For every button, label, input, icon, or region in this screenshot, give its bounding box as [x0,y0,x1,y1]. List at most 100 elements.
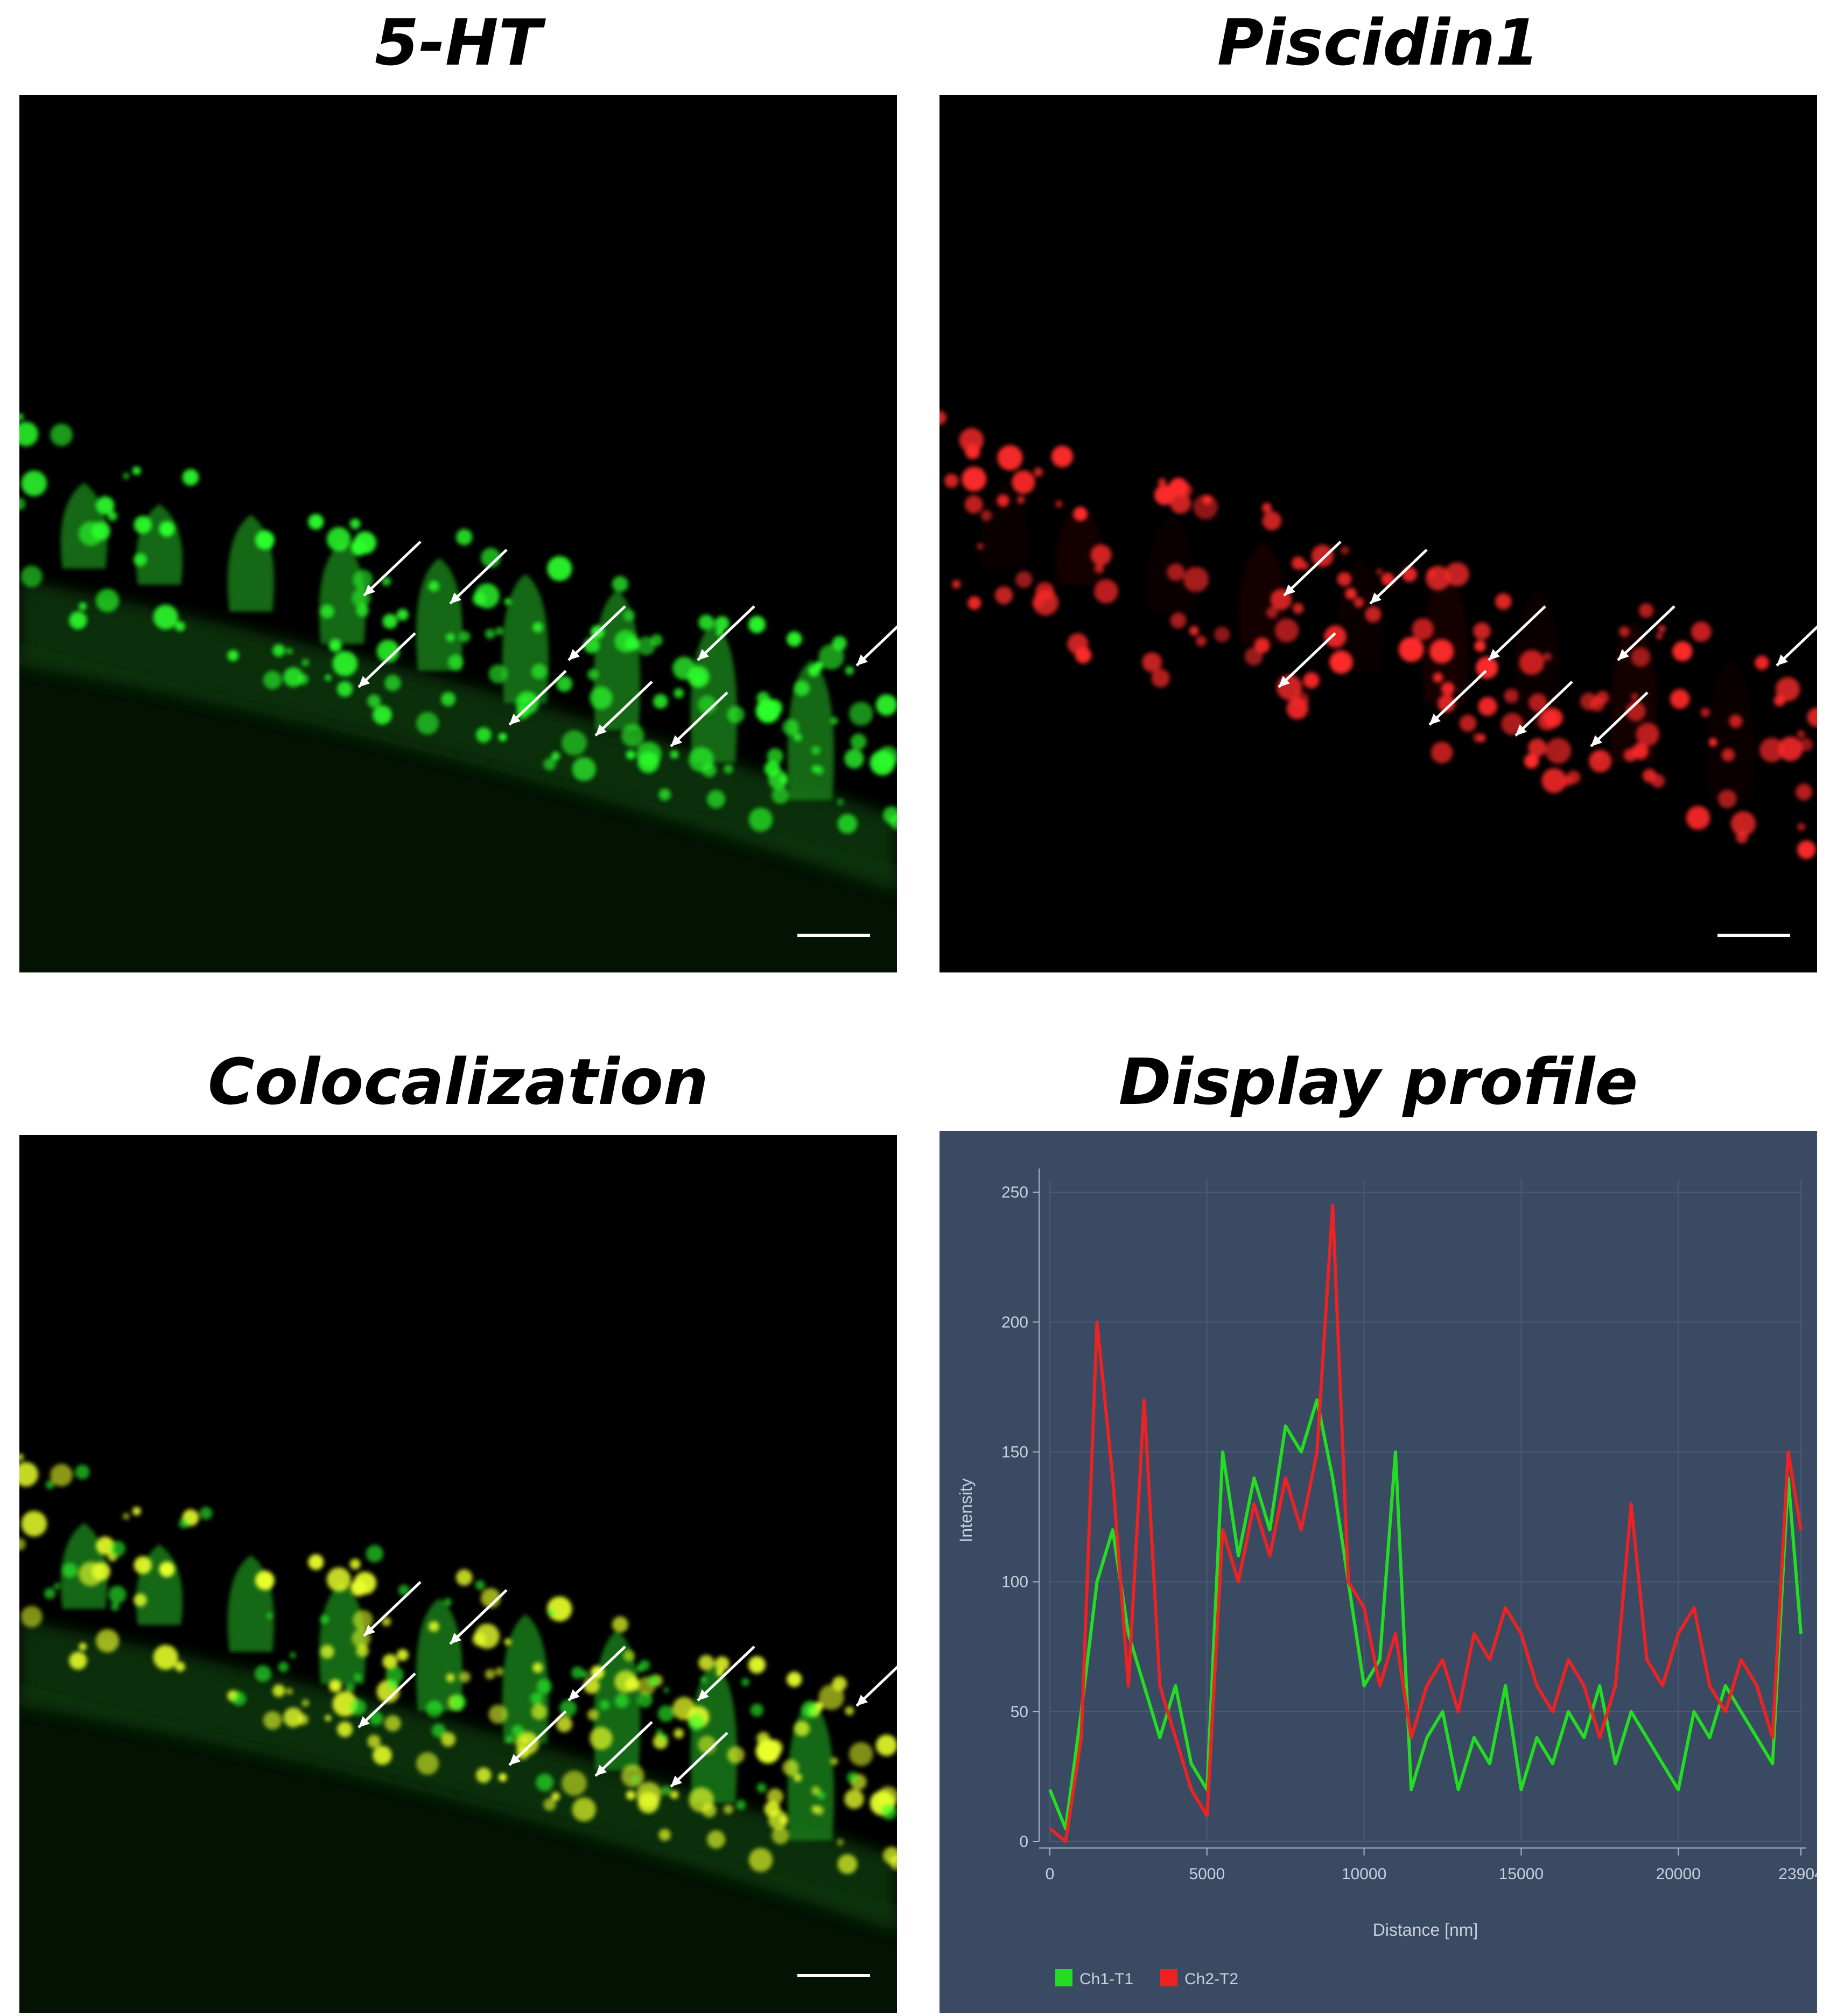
arrow-head-icon [364,584,375,596]
signal-spot [302,659,310,667]
panel-title-display-profile: Display profile [1118,1045,1638,1119]
signal-spot [1195,635,1207,647]
signal-spot [488,664,508,684]
signal-spot [1778,736,1803,761]
signal-spot [1340,546,1349,555]
signal-spot [373,705,392,725]
signal-spot [353,1610,373,1630]
signal-spot [62,1563,78,1578]
signal-spot [1292,603,1304,614]
signal-spot [272,1684,285,1697]
signal-spot [727,1746,745,1764]
signal-spot [1354,597,1364,608]
signal-spot [1431,741,1453,764]
signal-spot [1729,714,1743,728]
arrow-head-icon [1516,724,1527,736]
signal-spot [653,694,668,709]
signal-spot [572,1797,596,1822]
arrow-head-icon [857,654,868,666]
signal-spot [875,694,897,716]
signal-spot [1473,622,1491,640]
arrow-head-icon [359,676,370,687]
signal-spot [134,1593,147,1607]
arrow-head-icon [450,1633,461,1644]
signal-spot [1433,672,1443,683]
signal-spot [328,1679,342,1692]
arrow-head-icon [671,1775,682,1787]
signal-spots [19,1453,897,1874]
arrow-group [357,541,897,747]
signal-spot [636,636,656,656]
signal-spot [965,444,980,459]
signal-spot [531,663,548,680]
signal-spot [286,1688,293,1695]
signal-spot [571,1666,584,1679]
signal-spot [366,1545,383,1563]
signal-spot [964,495,983,514]
x-tick-label: 5000 [1189,1865,1225,1883]
signal-spot [625,636,640,651]
signal-spot [472,592,486,606]
signal-spot [1562,776,1573,787]
signal-spot [50,1464,73,1487]
signal-spot [498,733,507,741]
signal-spot [1303,672,1320,689]
signal-spot [95,589,120,612]
signal-spot [814,765,824,775]
grid [1049,1179,1801,1842]
signal-spot [456,529,473,545]
signal-spot [1631,647,1651,667]
signal-spot [1519,650,1545,675]
signal-spot [387,1679,398,1691]
signal-spot [1170,612,1187,629]
signal-spot [623,610,635,621]
signal-spot [952,579,961,589]
signal-spot [794,1773,802,1782]
profile-chart: 0 50 100 150 200 250 0 5000 10000 15000 20000 23904… [956,1168,1817,1988]
signal-spot [1544,709,1563,727]
y-tick-label: 250 [1001,1184,1028,1201]
arrow-icon [594,681,653,737]
signal-spot [20,1606,43,1628]
signal-spot [621,1764,644,1788]
signal-spot [817,1791,826,1800]
signal-spot [625,1677,640,1691]
signal-spot [637,1792,660,1814]
signal-spot [612,1616,628,1633]
signal-spot [1797,730,1805,738]
signal-spot [1090,544,1112,566]
signal-spot [1445,562,1469,587]
signal-spot [456,1569,473,1586]
signal-spot [707,1830,726,1849]
signal-spot [794,1720,810,1737]
signal-spot [75,1465,90,1480]
signal-spot [626,750,635,760]
arrow-head-icon [698,1689,709,1700]
signal-spot [1474,640,1486,652]
signal-spot [19,1462,39,1487]
villus [1147,515,1195,612]
signal-spot [944,473,959,488]
signal-spot [416,712,439,735]
y-axis-label: Intensity [956,1478,976,1542]
signal-spot [1545,738,1572,764]
signal-spot [1437,695,1456,713]
signal-spot [655,1729,663,1737]
signal-spot [353,531,377,555]
signal-spot [661,1786,671,1795]
signal-spot [547,556,572,582]
signal-spot [384,675,401,691]
arrow-icon [1590,691,1649,747]
signal-spot [1142,652,1162,673]
signal-spot [637,1692,653,1708]
signal-spot [481,1588,501,1608]
signal-spot [19,498,26,510]
signal-spot [475,727,492,743]
signal-spot [1501,712,1524,736]
signal-spot [266,1613,273,1619]
signal-spot [847,1772,858,1783]
arrow-icon [449,1589,508,1645]
signal-spot [495,1667,504,1676]
arrow-icon [697,1646,755,1702]
signal-spot [1094,563,1104,573]
